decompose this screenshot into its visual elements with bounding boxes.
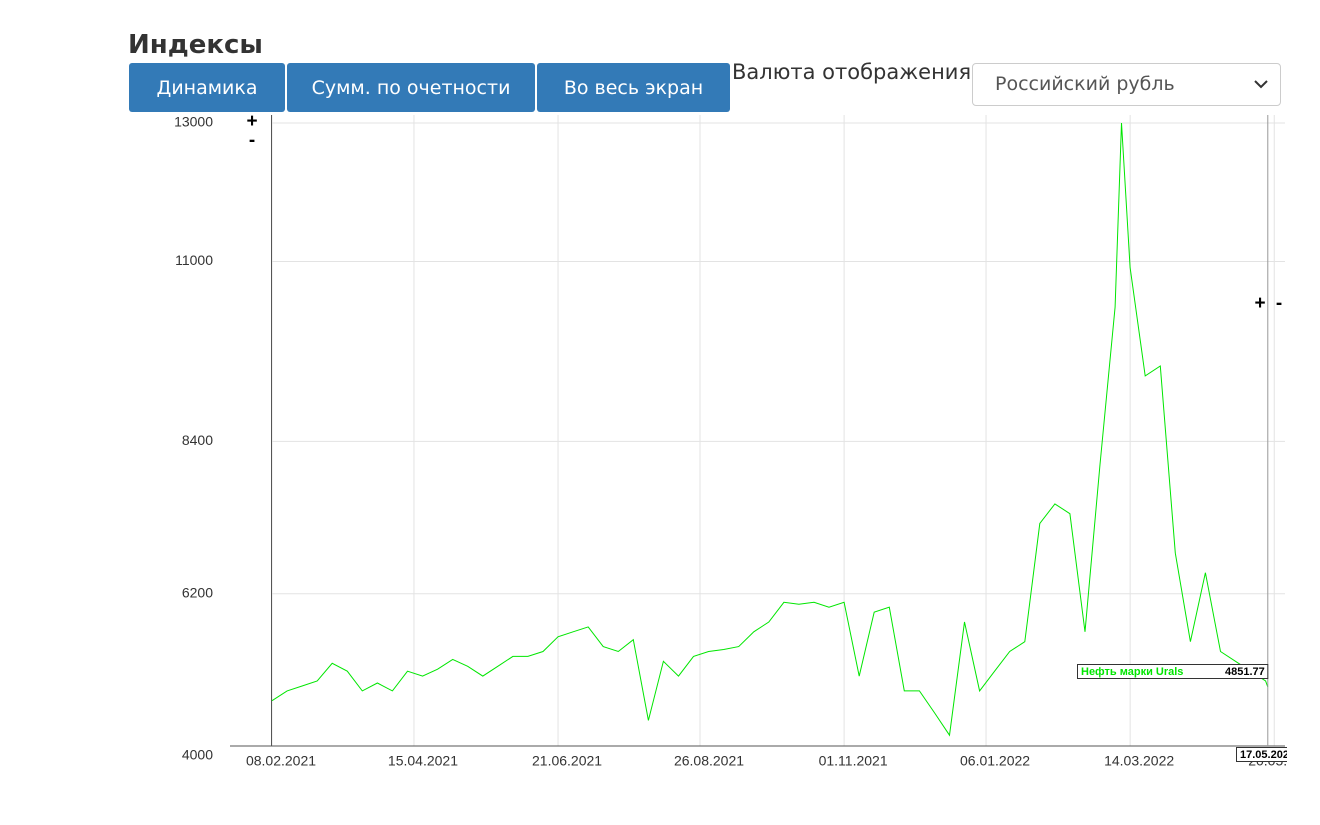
x-tick-label: 01.11.2021 bbox=[819, 753, 888, 769]
zoom-control[interactable]: - bbox=[1276, 293, 1282, 314]
sum-button[interactable]: Сумм. по очетности bbox=[287, 63, 535, 112]
x-tick-label: 08.02.2021 bbox=[246, 753, 316, 769]
x-tick-label: 15.04.2021 bbox=[388, 753, 458, 769]
x-tick-label: 14.03.2022 bbox=[1104, 753, 1174, 769]
crosshair-date: 17.05.2022 bbox=[1240, 749, 1295, 761]
currency-select[interactable]: Российский рубль bbox=[972, 63, 1281, 106]
currency-label: Валюта отображения bbox=[732, 60, 972, 84]
y-tick-label: 4000 bbox=[182, 747, 213, 763]
dynamics-button[interactable]: Динамика bbox=[129, 63, 285, 112]
y-tick-label: 6200 bbox=[182, 584, 213, 600]
x-tick-label: 06.01.2022 bbox=[960, 753, 1030, 769]
data-line bbox=[271, 122, 1269, 737]
x-tick-label: 21.06.2021 bbox=[532, 753, 602, 769]
tooltip-box bbox=[1077, 664, 1269, 679]
tooltip-value: 4851.77 bbox=[1225, 666, 1265, 678]
dropdown-arrow bbox=[1254, 80, 1268, 89]
page-title: Индексы bbox=[128, 30, 263, 60]
zoom-control[interactable]: - bbox=[249, 130, 255, 151]
y-tick-label: 13000 bbox=[174, 114, 213, 130]
currency-value: Российский рубль bbox=[995, 73, 1175, 95]
zoom-control[interactable]: + bbox=[1254, 293, 1265, 314]
y-tick-label: 8400 bbox=[182, 432, 213, 448]
fullscreen-button[interactable]: Во весь экран bbox=[537, 63, 730, 112]
y-tick-label: 11000 bbox=[175, 252, 213, 268]
x-tick-label: 26.08.2021 bbox=[674, 753, 744, 769]
date-box bbox=[1236, 747, 1287, 762]
tooltip-name: Нефть марки Urals bbox=[1081, 666, 1183, 678]
zoom-control[interactable]: + bbox=[246, 111, 257, 132]
